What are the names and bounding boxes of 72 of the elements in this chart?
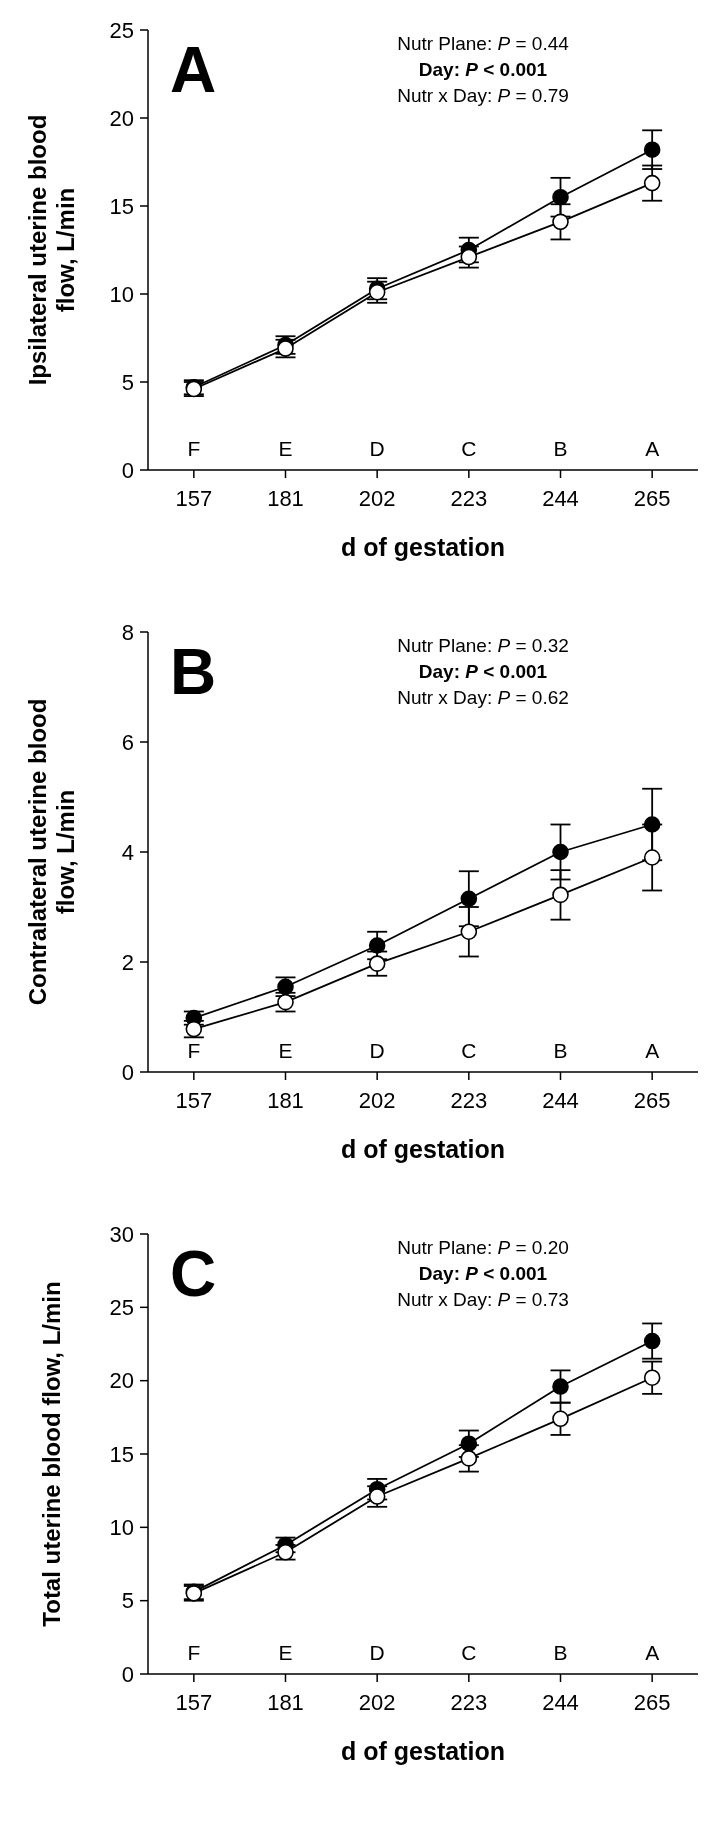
y-tick-label: 15	[109, 193, 134, 219]
y-tick-label: 0	[121, 1059, 134, 1085]
annotation: B	[553, 1641, 568, 1664]
y-tick-label: 5	[121, 1588, 134, 1614]
y-tick-label: 10	[109, 281, 134, 307]
x-tick-label: 202	[358, 1690, 396, 1715]
x-tick-label: 265	[633, 1088, 671, 1113]
y-tick-label: 0	[121, 457, 134, 483]
x-tick-label: 265	[633, 1690, 671, 1715]
annotation: B	[553, 437, 568, 460]
annotation: Nutr Plane: P = 0.44	[397, 33, 570, 54]
x-tick-label: 265	[633, 486, 671, 511]
annotation: F	[187, 1039, 201, 1062]
x-tick-label: 223	[450, 486, 488, 511]
annotation: B	[553, 1039, 568, 1062]
annotation: Day: P < 0.001	[418, 59, 548, 80]
y-tick-label: 8	[121, 619, 134, 645]
x-tick-label: 157	[175, 1088, 213, 1113]
annotation: C	[461, 1039, 477, 1062]
y-tick-label: 2	[121, 949, 134, 975]
x-tick-label: 181	[267, 1088, 304, 1113]
y-tick-label: 0	[121, 1661, 134, 1687]
y-axis-title: Ipsilateral uterine blood flow, L/min	[24, 114, 79, 386]
x-tick-label: 157	[175, 486, 213, 511]
y-axis-title: Total uterine blood flow, L/min	[38, 1281, 65, 1627]
y-tick-label: 25	[109, 1295, 134, 1321]
annotation: Nutr Plane: P = 0.20	[397, 1237, 569, 1258]
x-tick-label: 181	[267, 1690, 304, 1715]
annotation: Day: P < 0.001	[418, 661, 548, 682]
annotation: D	[369, 437, 385, 460]
annotation: F	[187, 1641, 201, 1664]
x-tick-label: 157	[175, 1690, 213, 1715]
y-tick-label: 6	[121, 729, 134, 755]
annotation: Nutr x Day: P = 0.73	[397, 1289, 569, 1310]
y-tick-label: 20	[109, 105, 134, 131]
annotation: C	[461, 1641, 477, 1664]
y-tick-label: 30	[109, 1221, 134, 1247]
y-tick-label: 10	[109, 1515, 134, 1541]
chart-title: B	[170, 636, 217, 708]
annotation: D	[369, 1641, 385, 1664]
chart-title: C	[170, 1238, 217, 1310]
annotation: E	[278, 1039, 293, 1062]
x-axis-title: d of gestation	[341, 533, 505, 561]
annotation: A	[645, 437, 660, 460]
x-axis-title: d of gestation	[341, 1135, 505, 1163]
annotation: Nutr x Day: P = 0.79	[397, 85, 569, 106]
annotation: A	[645, 1039, 660, 1062]
annotation: C	[461, 437, 477, 460]
y-tick-label: 4	[121, 839, 134, 865]
y-tick-label: 25	[109, 17, 134, 43]
annotation: A	[645, 1641, 660, 1664]
x-tick-label: 223	[450, 1690, 488, 1715]
annotation: Nutr x Day: P = 0.62	[397, 687, 569, 708]
annotation: E	[278, 437, 293, 460]
x-tick-label: 244	[542, 486, 579, 511]
x-tick-label: 202	[358, 486, 396, 511]
annotation: Day: P < 0.001	[418, 1263, 548, 1284]
annotation: E	[278, 1641, 293, 1664]
x-axis-title: d of gestation	[341, 1737, 505, 1765]
annotation: F	[187, 437, 201, 460]
y-tick-label: 15	[109, 1441, 134, 1467]
y-axis-title: Contralateral uterine blood flow, L/min	[24, 698, 79, 1006]
y-tick-label: 5	[121, 369, 134, 395]
y-tick-label: 20	[109, 1368, 134, 1394]
x-tick-label: 181	[267, 486, 304, 511]
x-tick-label: 244	[542, 1088, 579, 1113]
annotation: D	[369, 1039, 385, 1062]
chart-title: A	[170, 34, 217, 106]
annotation: Nutr Plane: P = 0.32	[397, 635, 569, 656]
x-tick-label: 223	[450, 1088, 488, 1113]
x-tick-label: 244	[542, 1690, 579, 1715]
x-tick-label: 202	[358, 1088, 396, 1113]
